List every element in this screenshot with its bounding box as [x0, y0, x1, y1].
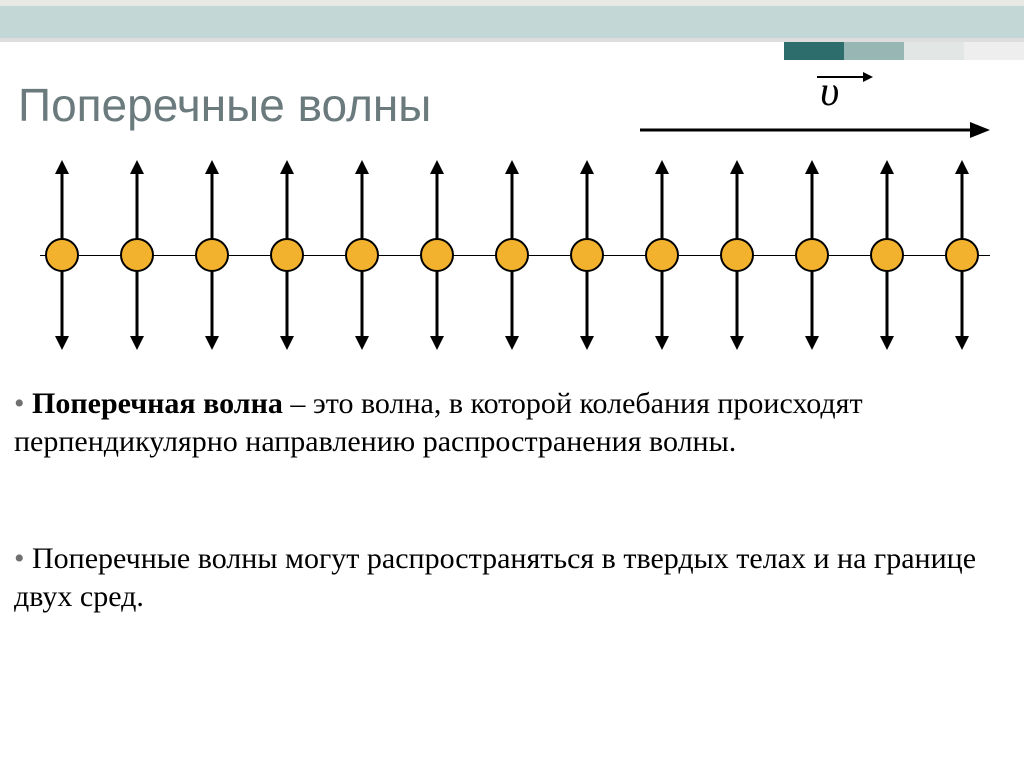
- particle: [186, 160, 238, 350]
- particle-circle: [45, 238, 79, 272]
- particle: [486, 160, 538, 350]
- arrow-down-icon: [425, 264, 449, 350]
- particle-circle: [720, 238, 754, 272]
- particle: [936, 160, 988, 350]
- accent-seg: [844, 42, 904, 60]
- particle-circle: [945, 238, 979, 272]
- particle: [861, 160, 913, 350]
- arrow-down-icon: [800, 264, 824, 350]
- particle: [111, 160, 163, 350]
- arrow-down-icon: [200, 264, 224, 350]
- particle: [411, 160, 463, 350]
- arrow-down-icon: [350, 264, 374, 350]
- arrow-down-icon: [950, 264, 974, 350]
- arrow-up-icon: [575, 160, 599, 246]
- particle-circle: [870, 238, 904, 272]
- arrow-up-icon: [275, 160, 299, 246]
- particle: [261, 160, 313, 350]
- arrow-down-icon: [650, 264, 674, 350]
- term: Поперечная волна: [32, 387, 283, 420]
- arrow-up-icon: [875, 160, 899, 246]
- particle-circle: [570, 238, 604, 272]
- page-title: Поперечные волны: [18, 78, 431, 132]
- arrow-down-icon: [875, 264, 899, 350]
- arrow-up-icon: [950, 160, 974, 246]
- paragraph: • Поперечная волна – это волна, в которо…: [14, 385, 984, 462]
- bullet-icon: •: [14, 387, 32, 420]
- arrow-down-icon: [125, 264, 149, 350]
- particle: [561, 160, 613, 350]
- particle-circle: [645, 238, 679, 272]
- arrow-up-icon: [50, 160, 74, 246]
- accent-seg: [964, 42, 1024, 60]
- bullet-icon: •: [14, 542, 32, 575]
- particle-circle: [345, 238, 379, 272]
- particle-circle: [495, 238, 529, 272]
- particle: [636, 160, 688, 350]
- particle-circle: [270, 238, 304, 272]
- particle-circle: [120, 238, 154, 272]
- arrow-down-icon: [575, 264, 599, 350]
- arrow-up-icon: [500, 160, 524, 246]
- topbar-accent: [784, 42, 1024, 60]
- particle: [36, 160, 88, 350]
- accent-seg: [904, 42, 964, 60]
- particle: [336, 160, 388, 350]
- particle-circle: [420, 238, 454, 272]
- arrow-up-icon: [650, 160, 674, 246]
- paragraph: • Поперечные волны могут распространятьс…: [14, 540, 984, 617]
- arrow-down-icon: [725, 264, 749, 350]
- arrow-up-icon: [350, 160, 374, 246]
- arrow-down-icon: [50, 264, 74, 350]
- accent-seg: [784, 42, 844, 60]
- velocity-vector: υ: [640, 78, 990, 138]
- arrow-up-icon: [425, 160, 449, 246]
- particle: [711, 160, 763, 350]
- particle-circle: [795, 238, 829, 272]
- paragraph-text: Поперечные волны могут распространяться …: [14, 542, 976, 613]
- arrow-up-icon: [800, 160, 824, 246]
- topbar-main: [0, 6, 1024, 38]
- arrow-up-icon: [725, 160, 749, 246]
- particle-circle: [195, 238, 229, 272]
- velocity-symbol: υ: [820, 68, 839, 116]
- slide: Поперечные волны υ • Поперечная волна – …: [0, 0, 1024, 767]
- transverse-wave-diagram: [40, 160, 990, 350]
- velocity-arrow-icon: [640, 120, 990, 142]
- arrow-down-icon: [500, 264, 524, 350]
- arrow-up-icon: [200, 160, 224, 246]
- arrow-down-icon: [275, 264, 299, 350]
- arrow-up-icon: [125, 160, 149, 246]
- particle: [786, 160, 838, 350]
